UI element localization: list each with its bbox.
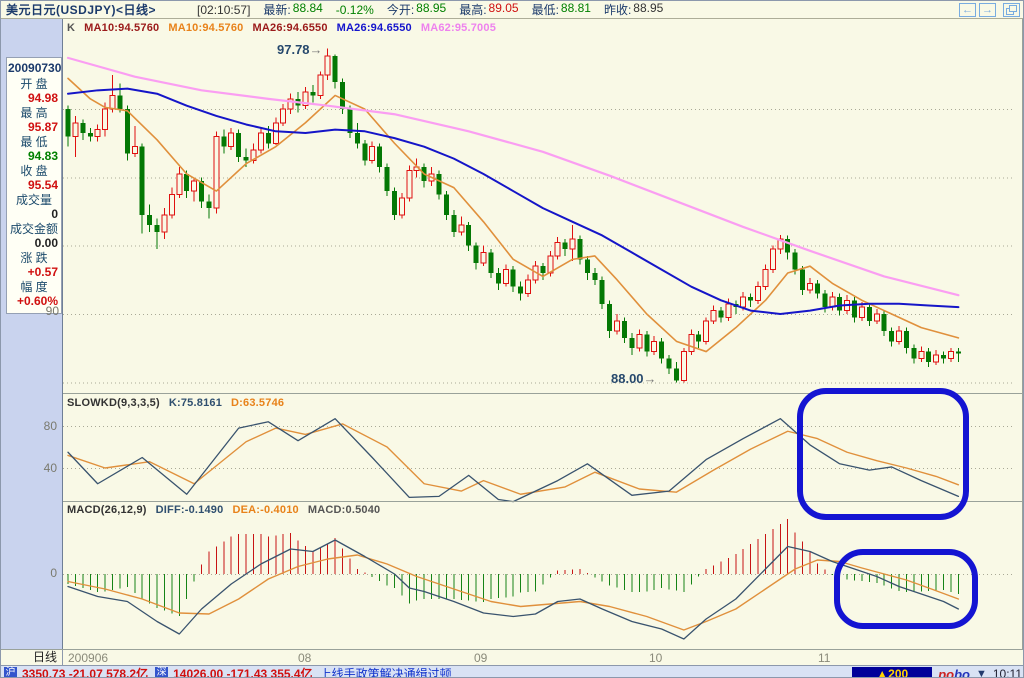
daily-quote-panel: 20090730 开 盘 94.98 最 高 95.87 最 低 94.83 收… xyxy=(6,57,62,314)
macd-axis-label-0: 0 xyxy=(50,566,57,580)
period-selector[interactable]: 日线 xyxy=(1,650,63,666)
macd-legend: MACD(26,12,9) DIFF:-0.1490 DEA:-0.4010 M… xyxy=(67,504,380,516)
shanghai-index: 沪 3350.73 -21.07 578.2亿 xyxy=(4,667,149,678)
legend-slowkd-d: D:63.5746 xyxy=(231,397,285,409)
field-change-pct: 幅 度 +0.60% xyxy=(16,280,58,308)
ticker-badge[interactable]: ▲200 xyxy=(852,667,933,677)
legend-ma26-b: MA26:94.6550 xyxy=(336,22,412,34)
field-open: 开 盘 94.98 xyxy=(20,77,58,105)
back-arrow-icon[interactable]: ← xyxy=(959,2,976,17)
high-price-annotation: 97.78→ xyxy=(277,42,323,57)
pobo-logo[interactable]: pobo xyxy=(938,667,970,678)
low-price-annotation: 88.00→ xyxy=(611,371,657,386)
legend-ma62: MA62:95.7005 xyxy=(420,22,497,34)
symbol-title: 美元日元(USDJPY)<日线> xyxy=(6,3,157,17)
quote-sidebar: 20090730 开 盘 94.98 最 高 95.87 最 低 94.83 收… xyxy=(1,19,63,649)
legend-macd-diff: DIFF:-0.1490 xyxy=(155,504,224,516)
quote-change-pct: -0.12% xyxy=(335,2,374,17)
legend-macd-dea: DEA:-0.4010 xyxy=(232,504,299,516)
status-bar: 沪 3350.73 -21.07 578.2亿 深 14026.00 -171.… xyxy=(1,665,1023,678)
legend-ma10-b: MA10:94.5760 xyxy=(168,22,244,34)
field-turnover: 成交金额 0.00 xyxy=(9,222,58,250)
legend-slowkd-name: SLOWKD(9,3,3,5) xyxy=(67,397,160,409)
legend-macd-name: MACD(26,12,9) xyxy=(67,504,147,516)
windows-icon[interactable] xyxy=(1003,2,1020,17)
quote-header: 美元日元(USDJPY)<日线> [02:10:57] 最新: 88.84 -0… xyxy=(1,1,1023,19)
quote-open: 今开: 88.95 xyxy=(386,1,447,17)
kd-axis-label-40: 40 xyxy=(43,461,57,475)
chart-canvas[interactable] xyxy=(63,19,1023,649)
field-change: 涨 跌 +0.57 xyxy=(20,251,58,279)
month-tick: 11 xyxy=(818,651,831,665)
arrow-right-icon: → xyxy=(309,42,323,57)
quote-prev-close: 昨收: 88.95 xyxy=(603,1,664,17)
quote-last: 最新: 88.84 xyxy=(263,1,323,17)
quote-low: 最低: 88.81 xyxy=(531,1,591,17)
month-tick: 08 xyxy=(298,651,312,665)
arrow-right-icon: → xyxy=(643,371,657,386)
server-clock: [02:10:57] xyxy=(197,2,251,17)
main-chart-legend: K MA10:94.5760 MA10:94.5760 MA26:94.6550… xyxy=(67,22,496,34)
kd-axis-label-80: 80 xyxy=(43,419,57,433)
price-axis-label-90: 90 xyxy=(45,304,59,318)
chart-svg xyxy=(63,19,1023,649)
quote-date: 20090730 xyxy=(8,61,62,75)
legend-ma10-a: MA10:94.5760 xyxy=(84,22,160,34)
legend-macd-val: MACD:0.5040 xyxy=(307,504,381,516)
legend-k: K xyxy=(67,22,76,34)
nav-icons: ← → xyxy=(959,2,1020,17)
slowkd-legend: SLOWKD(9,3,3,5) K:75.8161 D:63.5746 xyxy=(67,397,284,409)
status-right-cluster: ▲200 pobo ▼ 10:11 xyxy=(852,667,1022,678)
field-volume: 成交量 0 xyxy=(15,193,58,221)
time-axis: 日线 200906 08 09 10 11 xyxy=(1,649,1023,666)
field-close: 收 盘 95.54 xyxy=(20,164,58,192)
shenzhen-index: 深 14026.00 -171.43 355.4亿 xyxy=(155,667,313,678)
local-time: 10:11 xyxy=(992,667,1022,678)
month-tick: 10 xyxy=(649,651,663,665)
field-low: 最 低 94.83 xyxy=(20,135,58,163)
filter-funnel-icon[interactable]: ▼ xyxy=(975,668,987,678)
quote-high: 最高: 89.05 xyxy=(459,1,519,17)
shenzhen-icon: 深 xyxy=(155,667,169,678)
month-tick: 09 xyxy=(474,651,488,665)
forward-arrow-icon[interactable]: → xyxy=(979,2,996,17)
legend-slowkd-k: K:75.8161 xyxy=(168,397,223,409)
shanghai-icon: 沪 xyxy=(4,667,17,678)
legend-ma26-a: MA26:94.6550 xyxy=(252,22,328,34)
news-ticker-link[interactable]: 上线手政策解决通缉过顿 xyxy=(319,667,452,678)
field-high: 最 高 95.87 xyxy=(20,106,58,134)
month-tick: 200906 xyxy=(68,651,109,665)
